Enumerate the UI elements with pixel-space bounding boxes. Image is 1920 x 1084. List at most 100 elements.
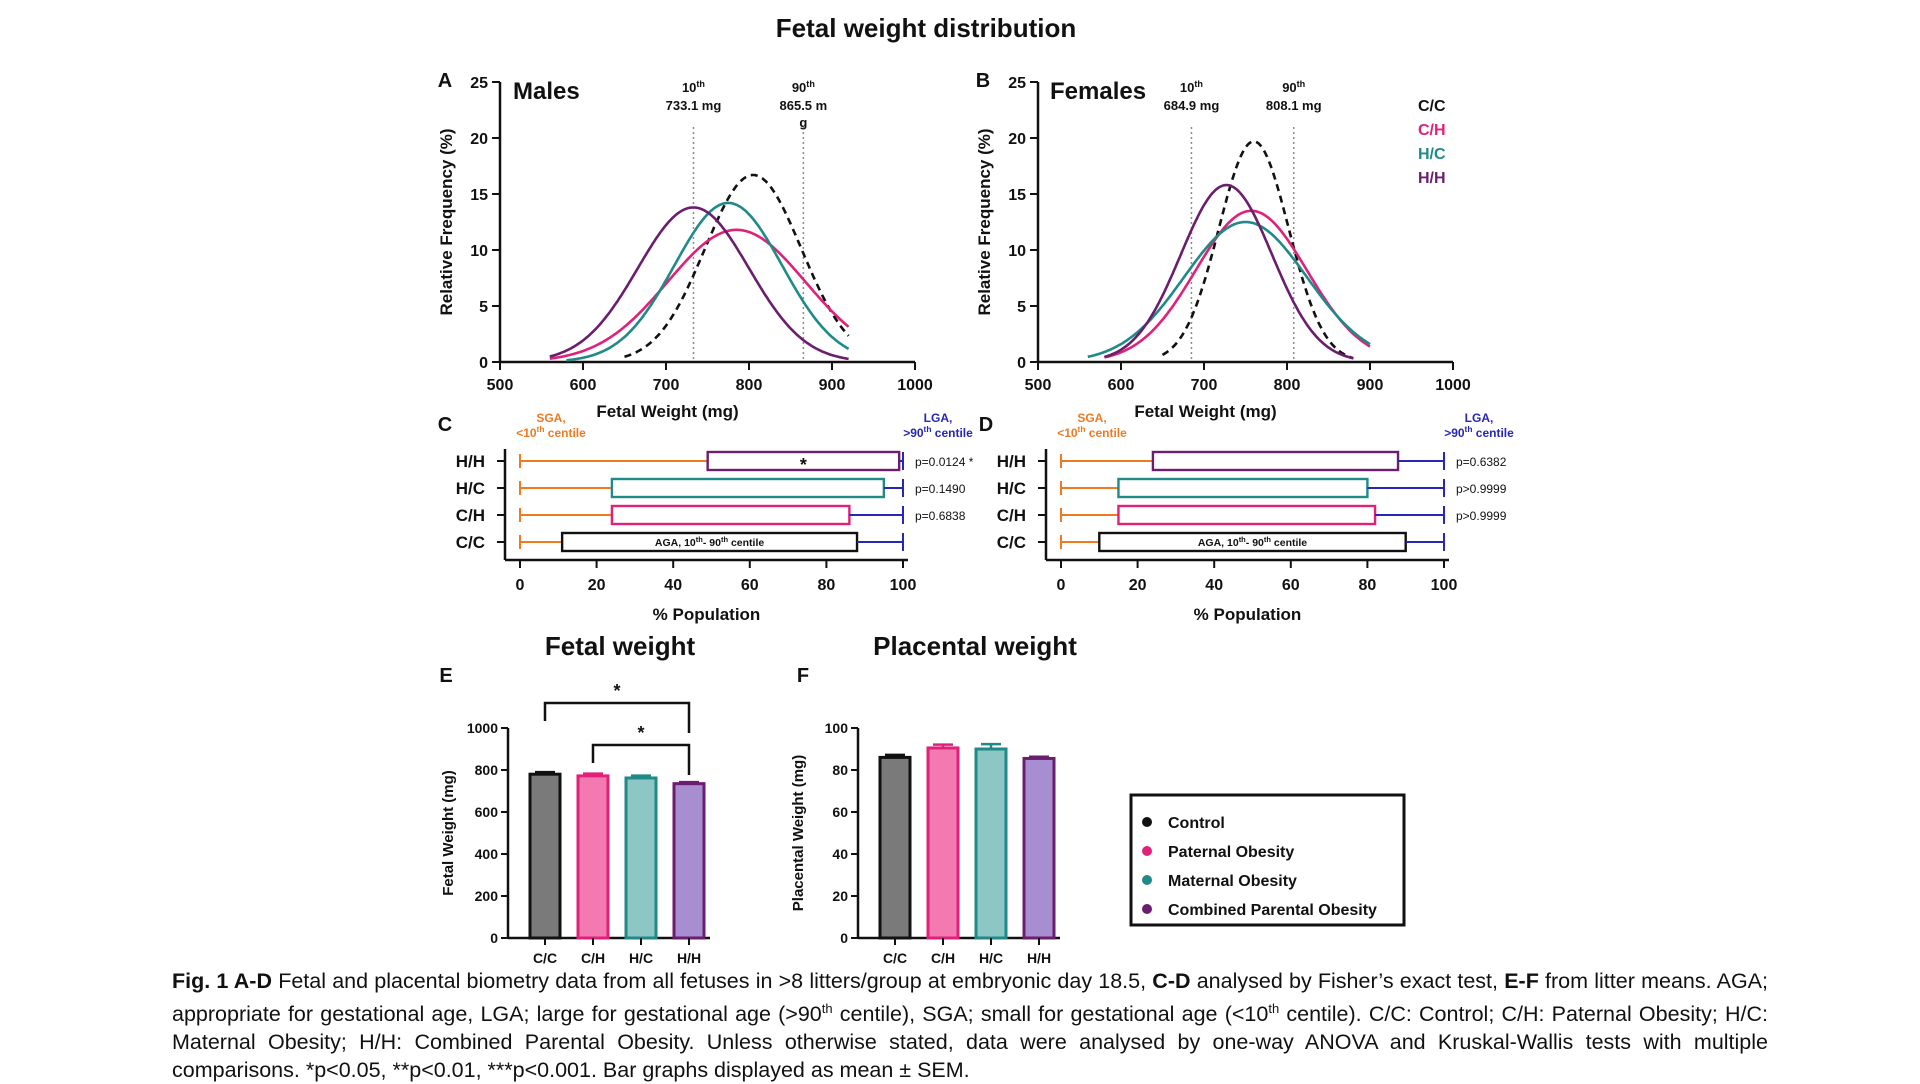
caption-bold-2: C-D	[1152, 969, 1191, 993]
p-value-c-h: p>0.9999	[1456, 509, 1507, 523]
centile-value: 865.5 m	[780, 98, 828, 113]
y-tick-label: 5	[1017, 299, 1026, 316]
legend-entry-maternal-obesity: Maternal Obesity	[1168, 873, 1297, 890]
x-tick-label: 60	[1282, 577, 1300, 594]
legend-entry-combined-parental-obesity: Combined Parental Obesity	[1168, 902, 1377, 919]
x-tick-label: 1000	[1435, 377, 1471, 394]
y-tick-label: 25	[470, 75, 488, 92]
y-tick-label: 10	[1008, 243, 1026, 260]
caption-text-5: centile). C/C: Control; C/H: Paternal Ob…	[172, 1002, 1768, 1083]
significance-star: *	[637, 723, 644, 743]
x-tick-label: 900	[1357, 377, 1384, 394]
x-tick-label: 800	[736, 377, 763, 394]
curve-c-h	[1104, 209, 1371, 359]
aga-bar-h-h	[1151, 450, 1400, 472]
legend-marker	[1142, 846, 1152, 856]
y-tick-label: 15	[1008, 187, 1026, 204]
caption-bold-1: Fig. 1 A-D	[172, 969, 272, 993]
legend-entry-h-c: H/C	[1418, 146, 1446, 163]
legend-entry-control: Control	[1168, 815, 1225, 832]
centile-value: 808.1 mg	[1266, 98, 1322, 113]
aga-bar-h-c	[1117, 477, 1369, 499]
figure-title: Fetal weight distribution	[776, 13, 1076, 43]
bar-c-h	[926, 746, 960, 940]
caption-text-4: centile), SGA; small for gestational age…	[832, 1002, 1269, 1027]
curve-c-c	[624, 173, 850, 358]
caption-sup-2: th	[1268, 1001, 1280, 1016]
y-tick-label: 10	[470, 243, 488, 260]
row-label-c-c: C/C	[997, 533, 1026, 552]
panel-a: A Males 0 5 10 15 20 25 500 600 700 800 900 1000 Fetal…	[437, 70, 933, 421]
x-tick-label: 900	[819, 377, 846, 394]
row-label-c-c: C/C	[456, 533, 485, 552]
curve-h-h	[549, 206, 849, 361]
caption-sup-1: th	[821, 1001, 833, 1016]
bar-h-c	[974, 747, 1008, 940]
centile-label: 90th	[792, 79, 815, 95]
panel-letter: D	[979, 414, 993, 436]
bar-c-c	[528, 772, 562, 940]
centile-label: 90th	[1282, 79, 1305, 95]
legend-entry-paternal-obesity: Paternal Obesity	[1168, 844, 1294, 861]
x-tick-label: 80	[818, 577, 836, 594]
legend-entry-h-h: H/H	[1418, 170, 1446, 187]
lga-label: LGA,	[924, 411, 953, 425]
p-value-h-h: p=0.0124 *	[915, 455, 974, 469]
sga-label-2: <10th centile	[1057, 424, 1127, 440]
p-value-h-c: p>0.9999	[1456, 482, 1507, 496]
sga-label: SGA,	[1077, 411, 1106, 425]
legend-top: C/C C/H H/C H/H	[1418, 98, 1446, 187]
caption-text-2: analysed by Fisher’s exact test,	[1190, 969, 1505, 993]
caption-text-1: Fetal and placental biometry data from a…	[272, 969, 1153, 993]
legend-entry-c-c: C/C	[1418, 98, 1446, 115]
y-tick-label: 200	[475, 888, 499, 904]
centile-value: 684.9 mg	[1164, 98, 1220, 113]
curve-h-c	[1087, 220, 1371, 359]
sga-label-2: <10th centile	[516, 424, 586, 440]
panel-title: Males	[513, 78, 580, 105]
p-value-c-h: p=0.6838	[915, 509, 966, 523]
row-label-c-h: C/H	[456, 506, 485, 525]
y-tick-label: 400	[475, 846, 499, 862]
x-tick-label: 80	[1359, 577, 1377, 594]
centile-value-wrap: g	[799, 115, 807, 130]
y-tick-label: 0	[479, 355, 488, 372]
y-tick-label: 600	[475, 804, 499, 820]
legend-marker	[1142, 904, 1152, 914]
legend-marker	[1142, 875, 1152, 885]
y-tick-label: 0	[490, 930, 498, 946]
y-axis-title: Relative Frequency (%)	[437, 128, 456, 315]
y-tick-label: 1000	[467, 720, 498, 736]
figure-caption: Fig. 1 A-D Fetal and placental biometry …	[172, 967, 1768, 1084]
curve-h-c	[566, 201, 850, 362]
significance-bracket	[543, 701, 691, 733]
panel-title: Placental weight	[873, 631, 1077, 661]
x-tick-label: 600	[570, 377, 597, 394]
row-label-h-h: H/H	[997, 452, 1026, 471]
y-axis-title: Relative Frequency (%)	[975, 128, 994, 315]
bar-h-c	[624, 776, 658, 940]
y-tick-label: 0	[1017, 355, 1026, 372]
y-axis-title: Placental Weight (mg)	[790, 755, 807, 911]
x-tick-label: 500	[487, 377, 514, 394]
centile-label: 10th	[1180, 79, 1203, 95]
x-tick-label-c-c: C/C	[883, 950, 907, 966]
x-axis-title: % Population	[653, 605, 761, 624]
x-tick-label-h-c: H/C	[629, 950, 653, 966]
x-tick-label: 20	[588, 577, 606, 594]
panel-title: Females	[1050, 78, 1146, 105]
y-tick-label: 800	[475, 762, 499, 778]
row-label-h-c: H/C	[997, 479, 1026, 498]
aga-bar-c-h	[610, 504, 851, 526]
panel-f: Placental weight F 0 20 40 60 80 100 Placental W…	[790, 631, 1077, 966]
y-axis-title: Fetal Weight (mg)	[440, 770, 457, 896]
legend-box	[1129, 793, 1406, 927]
legend-marker	[1142, 817, 1152, 827]
bar-c-h	[576, 774, 610, 940]
y-tick-label: 20	[470, 131, 488, 148]
x-axis-title: Fetal Weight (mg)	[1134, 402, 1276, 421]
row-label-h-c: H/C	[456, 479, 485, 498]
x-tick-label: 60	[741, 577, 759, 594]
significance-star: *	[613, 681, 620, 701]
